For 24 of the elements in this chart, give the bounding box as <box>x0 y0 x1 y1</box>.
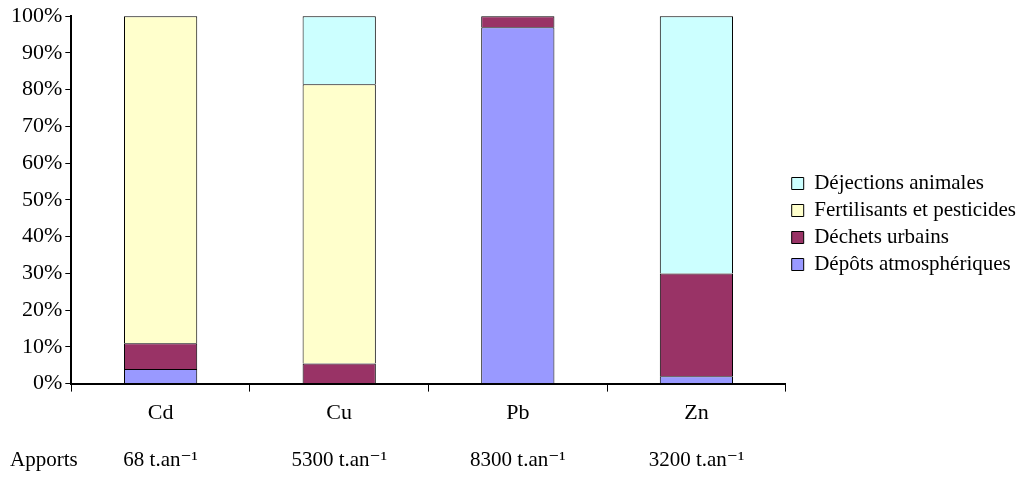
y-tick-label: 20% <box>22 295 63 321</box>
y-tick-label: 40% <box>22 222 63 248</box>
x-tick-label: Pb <box>506 398 530 424</box>
legend-label: Fertilisants et pesticides <box>814 197 1016 222</box>
y-tick-label: 70% <box>22 112 63 138</box>
legend-label: Déjections animales <box>814 170 984 195</box>
text: Apports <box>10 446 78 471</box>
y-tick-label: 100% <box>11 1 63 27</box>
y-tick-label: 50% <box>22 185 63 211</box>
y-tick-label: 0% <box>33 369 63 395</box>
text: 3200 t.an⁻¹ <box>648 446 745 471</box>
y-tick-label: 80% <box>22 75 63 101</box>
legend-label: Déchets urbains <box>814 224 949 249</box>
y-tick-label: 60% <box>22 148 63 174</box>
x-tick-label: Zn <box>684 398 709 424</box>
text: 5300 t.an⁻¹ <box>291 446 387 471</box>
legend-label: Dépôts atmosphériques <box>814 251 1011 276</box>
text: 8300 t.an⁻¹ <box>470 446 566 471</box>
y-tick-label: 10% <box>22 332 63 358</box>
y-tick-label: 90% <box>22 38 63 64</box>
x-tick-label: Cd <box>147 398 174 424</box>
x-tick-label: Cu <box>326 398 353 424</box>
y-tick-label: 30% <box>22 259 63 285</box>
text: 68 t.an⁻¹ <box>123 446 198 471</box>
